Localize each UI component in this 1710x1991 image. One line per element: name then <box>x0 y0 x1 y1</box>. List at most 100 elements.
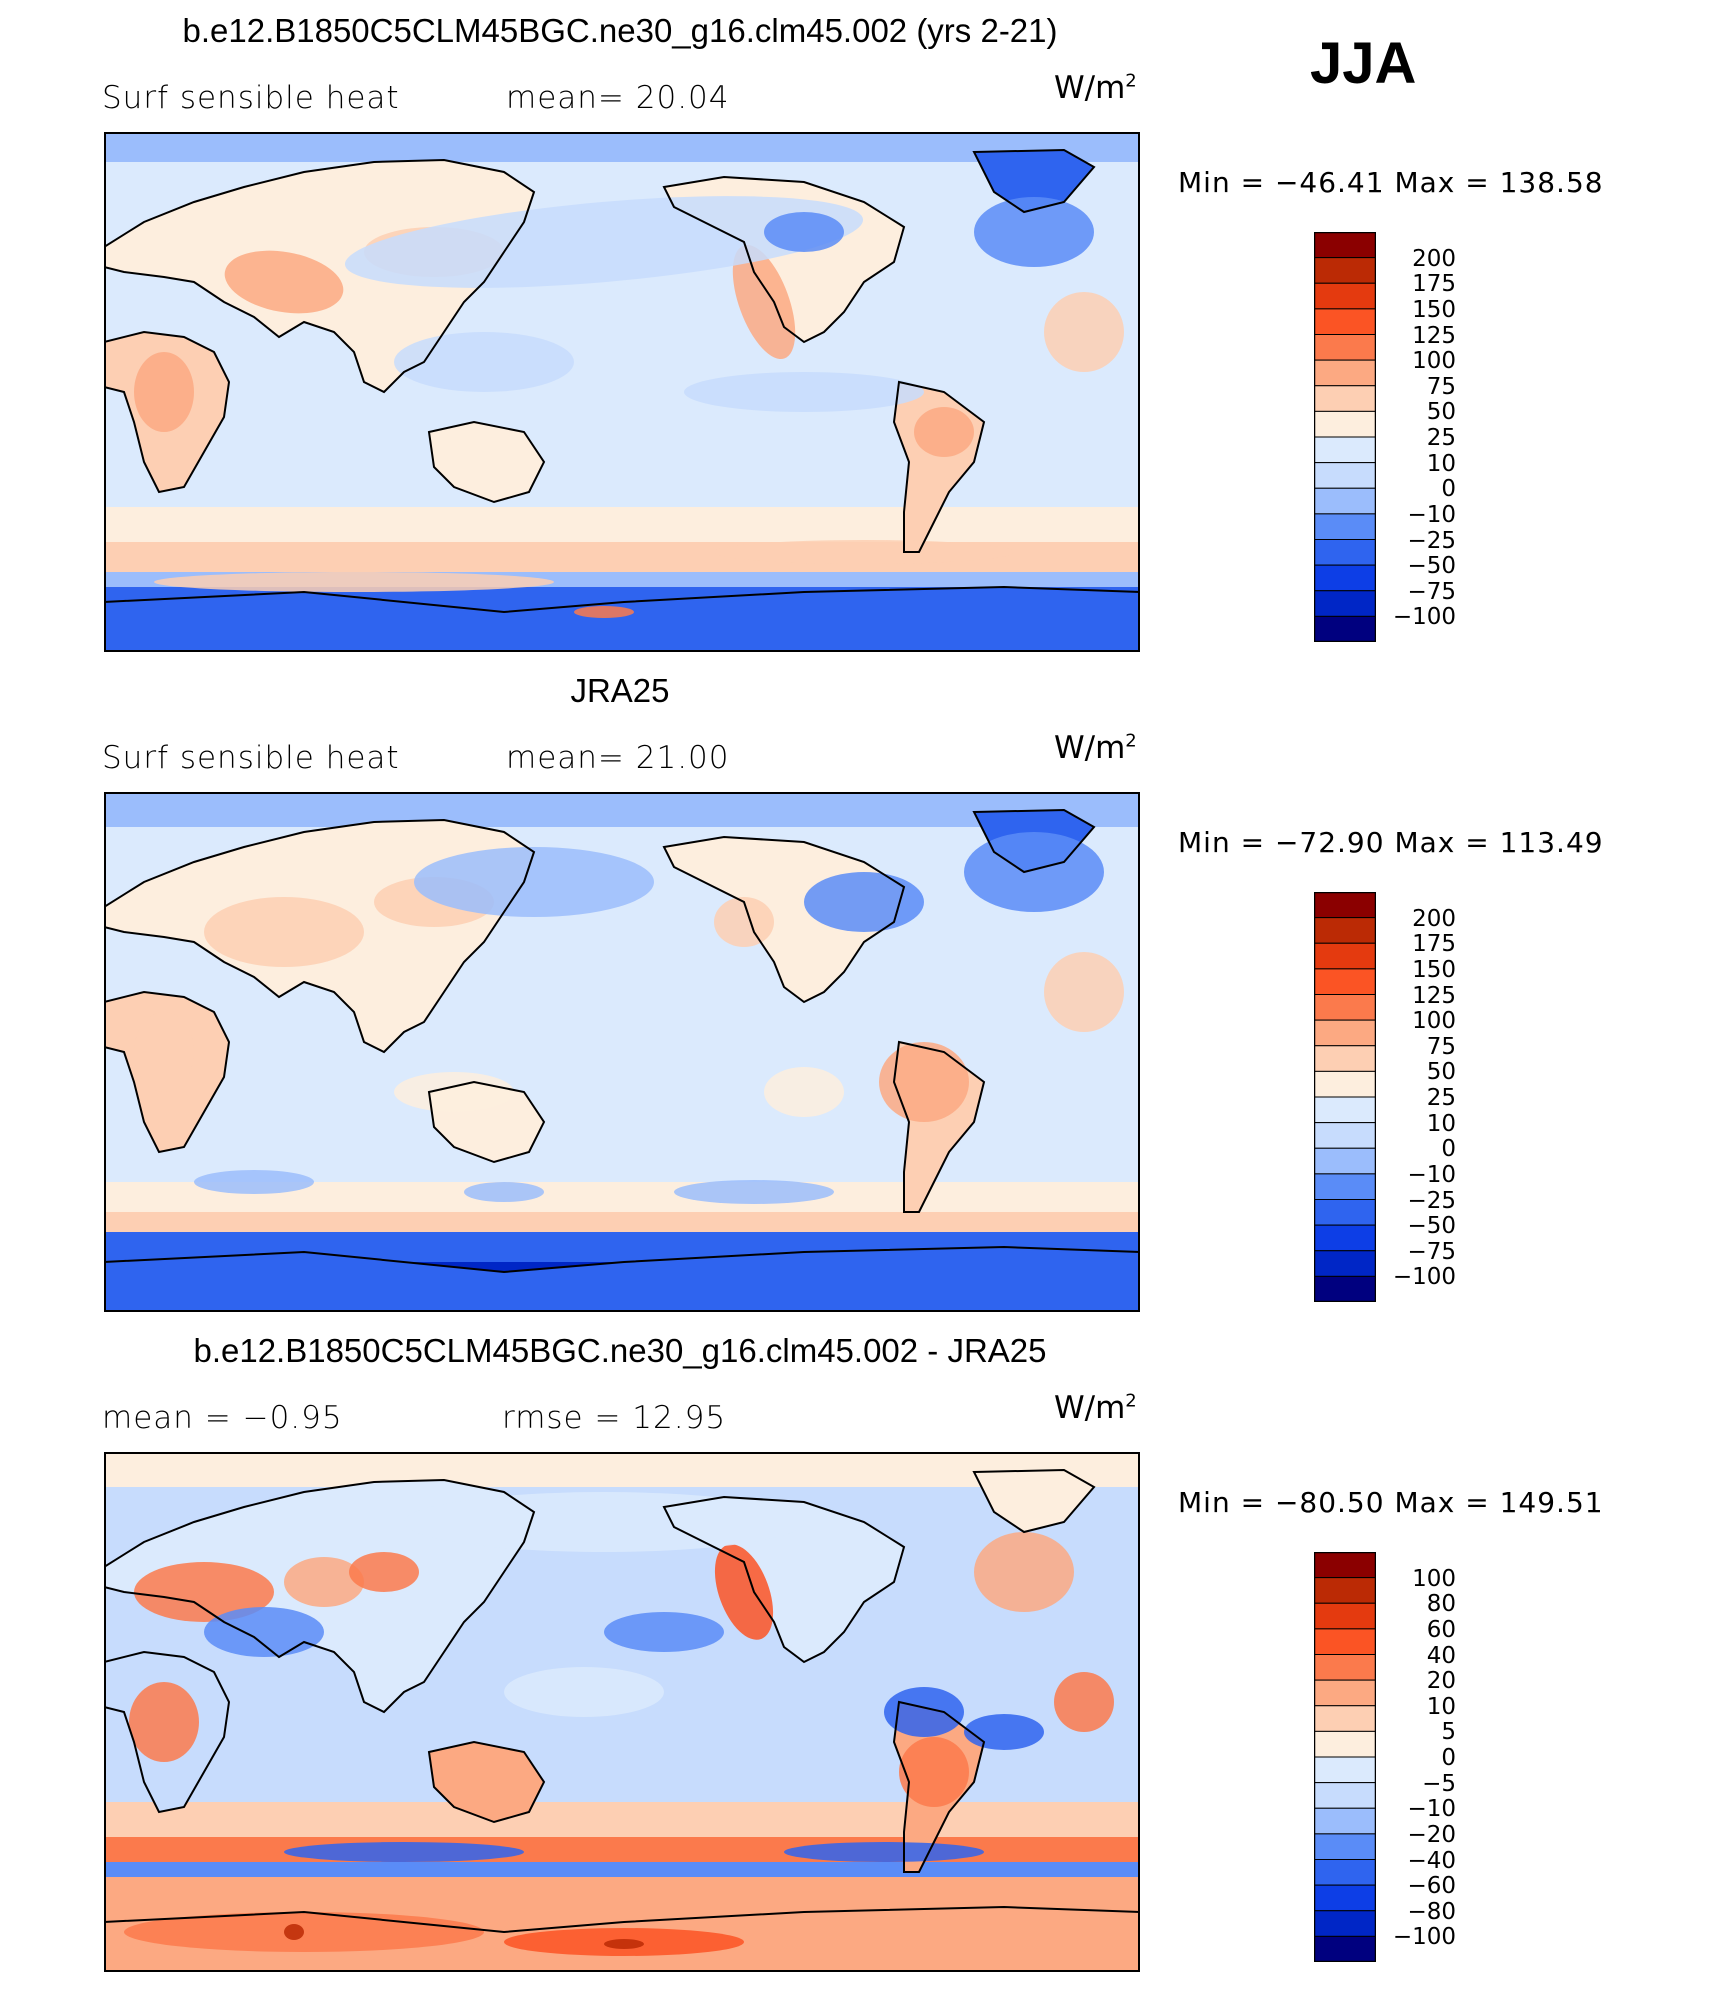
contour-region <box>804 872 924 932</box>
colorbar-tick-label: −10 <box>1407 1161 1456 1188</box>
mean-label: mean= 20.04 <box>506 80 730 116</box>
contour-region <box>879 1042 969 1122</box>
colorbar-tick-label: 0 <box>1441 1136 1456 1163</box>
min-max-label: Min = −72.90 Max = 113.49 <box>1178 826 1604 859</box>
colorbar-tick-label: −40 <box>1407 1847 1456 1874</box>
colorbar-tick-label: −80 <box>1407 1898 1456 1925</box>
colorbar-bin <box>1314 1577 1376 1604</box>
contour-region <box>974 1532 1074 1612</box>
contour-region <box>284 1842 524 1862</box>
colorbar-bin <box>1314 359 1376 387</box>
contour-region <box>504 1667 664 1717</box>
contour-region <box>574 606 634 618</box>
contour-region <box>974 197 1094 267</box>
colorbar-tick-label: 0 <box>1441 476 1456 503</box>
contour-region <box>684 372 924 412</box>
contour-region <box>154 572 554 592</box>
colorbar-bin <box>1314 994 1376 1021</box>
coastline-samerica <box>892 1040 986 1213</box>
colorbar-bin <box>1314 1679 1376 1707</box>
latitude-band <box>104 132 1140 162</box>
colorbar-bin <box>1314 1173 1376 1200</box>
colorbar-bin <box>1314 942 1376 970</box>
contour-region <box>914 407 974 457</box>
colorbar-bin <box>1314 436 1376 464</box>
colorbar-bin <box>1314 1705 1376 1732</box>
colorbar-bin <box>1314 462 1376 489</box>
colorbar-tick-label: −100 <box>1392 1264 1456 1291</box>
colorbar-tick-label: −100 <box>1392 604 1456 631</box>
colorbar-model <box>1314 232 1376 642</box>
colorbar-tick-label: −25 <box>1407 1187 1456 1214</box>
season-label: JJA <box>1310 31 1417 96</box>
contour-region <box>394 1072 514 1112</box>
contour-region <box>284 1924 304 1940</box>
colorbar-tick-label: −60 <box>1407 1873 1456 1900</box>
continent-antarctica <box>104 587 1140 652</box>
colorbar-bin <box>1314 1275 1376 1302</box>
latitude-band <box>104 1802 1140 1842</box>
coastline-samerica <box>892 1700 986 1873</box>
contour-region <box>674 1180 834 1204</box>
coastline-namerica <box>662 835 906 1004</box>
contour-region <box>204 1607 324 1657</box>
map-frame <box>104 1452 1140 1972</box>
contour-region <box>404 1492 804 1552</box>
contour-region <box>714 897 774 947</box>
contour-region <box>224 250 344 314</box>
colorbar-frame <box>1314 892 1376 1302</box>
colorbar-bin <box>1314 385 1376 412</box>
contour-region <box>604 1612 724 1652</box>
contour-region <box>134 1012 194 1092</box>
colorbar-tick-label: 175 <box>1412 271 1456 298</box>
coastline-antarctica <box>104 1905 1140 1972</box>
continent-greenland <box>974 150 1094 212</box>
colorbar-bin <box>1314 282 1376 310</box>
mean-label: mean= 21.00 <box>506 740 730 776</box>
coastline-greenland <box>972 1468 1096 1534</box>
colorbar-bin <box>1314 1628 1376 1655</box>
colorbar-bin <box>1314 1756 1376 1784</box>
colorbar-tick-label: 200 <box>1412 245 1456 272</box>
colorbar-tick-label: 40 <box>1426 1642 1456 1669</box>
colorbar-tick-label: 20 <box>1426 1668 1456 1695</box>
colorbar-bin <box>1314 1935 1376 1962</box>
map-model <box>104 132 1140 652</box>
colorbar-tick-label: 125 <box>1412 322 1456 349</box>
colorbar-bin <box>1314 1019 1376 1047</box>
colorbar-obs <box>1314 892 1376 1302</box>
panel-title: b.e12.B1850C5CLM45BGC.ne30_g16.clm45.002… <box>193 1332 1047 1369</box>
colorbar-bin <box>1314 487 1376 515</box>
coastline-greenland <box>972 808 1096 874</box>
colorbar-bin <box>1314 513 1376 540</box>
coastline-namerica <box>662 1495 906 1664</box>
colorbar-tick-label: 25 <box>1426 425 1456 451</box>
colorbar-bin <box>1314 1224 1376 1252</box>
colorbar-diff <box>1314 1552 1376 1962</box>
min-max-label: Min = −80.50 Max = 149.51 <box>1178 1486 1604 1519</box>
latitude-band <box>104 507 1140 542</box>
colorbar-tick-label: 10 <box>1426 1693 1456 1720</box>
colorbar-tick-label: 10 <box>1426 1110 1456 1137</box>
colorbar-bin <box>1314 1045 1376 1072</box>
min-max-label: Min = −46.41 Max = 138.58 <box>1178 166 1604 199</box>
colorbar-tick-label: −5 <box>1422 1770 1456 1797</box>
colorbar-tick-label: 100 <box>1412 1008 1456 1035</box>
colorbar-bin <box>1314 334 1376 361</box>
coastline-namerica <box>662 175 906 344</box>
colorbar-tick-label: 0 <box>1441 1745 1456 1771</box>
colorbar-tick-label: 75 <box>1426 1033 1456 1060</box>
contour-region <box>714 1544 774 1640</box>
colorbar-tick-label: 50 <box>1426 1059 1456 1086</box>
colorbar-bin <box>1314 1833 1376 1860</box>
colorbar-bin <box>1314 1096 1376 1124</box>
coastline-antarctica <box>104 1245 1140 1312</box>
colorbar-bin <box>1314 1147 1376 1175</box>
colorbar-tick-label: −20 <box>1407 1821 1456 1848</box>
contour-region <box>604 1939 644 1949</box>
coastline-australia <box>427 420 546 504</box>
colorbar-labels-diff: 100 80 60 40 20 10 5 0 −5 −10 −20 −40 −60 −80 −100 <box>1393 1552 1456 1962</box>
colorbar-tick-label: −50 <box>1407 1213 1456 1240</box>
unit-label: W/m2 <box>1054 1390 1137 1426</box>
colorbar-tick-label: 200 <box>1412 905 1456 932</box>
